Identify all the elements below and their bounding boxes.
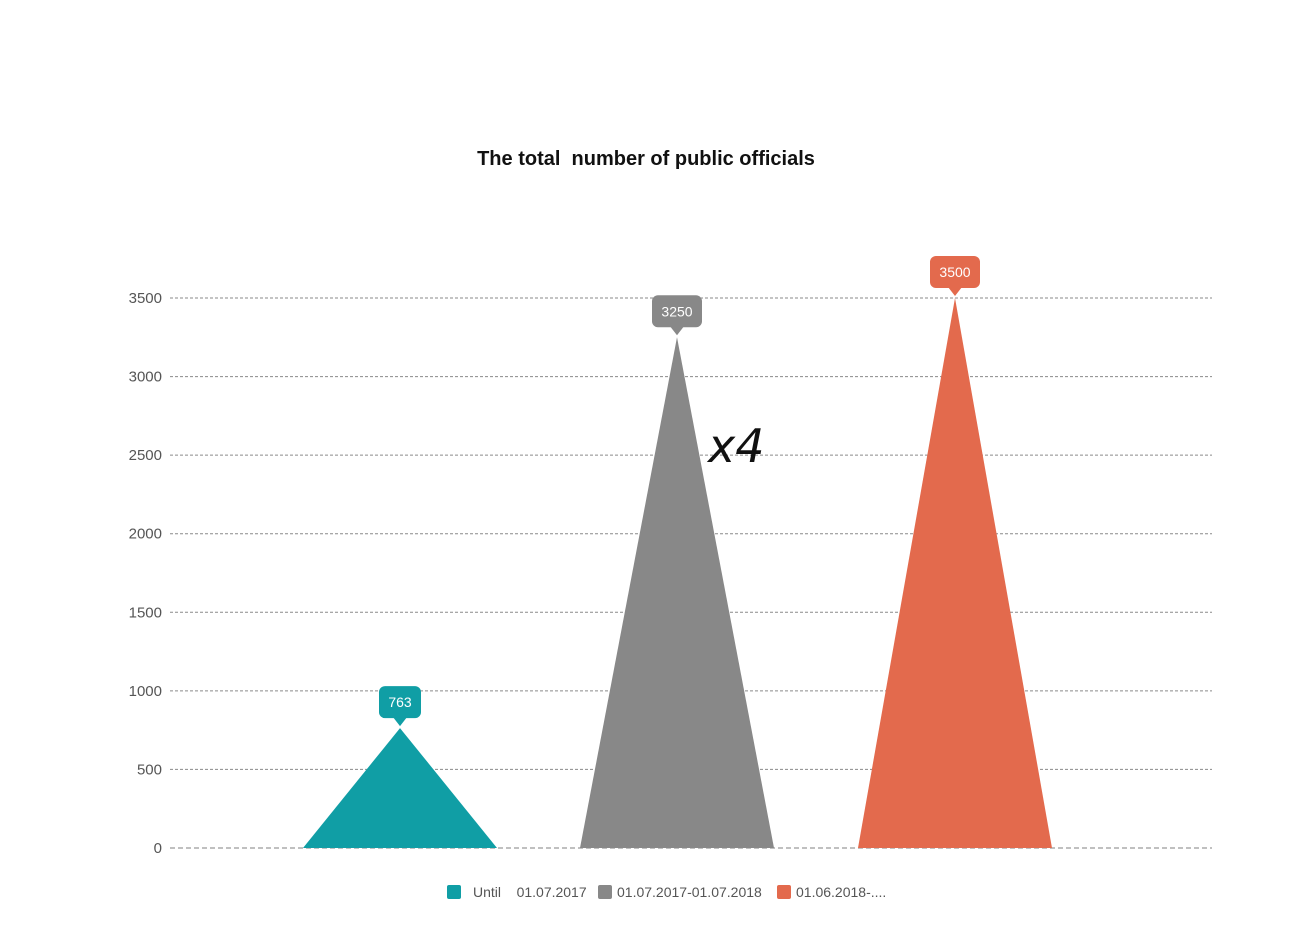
y-axis: 0 500 1000 1500 2000 2500 3000 3500 [129, 290, 162, 857]
legend: Until 01.07.2017 01.07.2017-01.07.2018 01.… [447, 884, 886, 900]
plot-area [303, 298, 1052, 848]
y-tick-label: 0 [154, 840, 162, 857]
y-tick-label: 3000 [129, 369, 162, 386]
y-tick-label: 500 [137, 761, 162, 778]
data-label-text: 3250 [661, 303, 692, 319]
y-tick-label: 1000 [129, 683, 162, 700]
data-label-bubble [379, 686, 421, 719]
legend-swatch [447, 885, 461, 899]
bar [858, 298, 1052, 848]
legend-swatch [777, 885, 791, 899]
data-label-pointer [393, 717, 407, 727]
legend-item: 01.07.2017-01.07.2018 [598, 884, 762, 900]
chart-title: The total number of public officials [477, 148, 815, 170]
data-label: 3250 [652, 295, 702, 336]
bar [580, 337, 774, 848]
data-label-pointer [948, 287, 962, 296]
y-tick-label: 1500 [129, 604, 162, 621]
data-label-text: 763 [388, 694, 412, 710]
legend-item: 01.06.2018-.... [777, 884, 886, 900]
data-label-text: 3500 [939, 264, 970, 280]
data-labels: 763 3250 3500 [379, 256, 980, 727]
y-tick-label: 3500 [129, 290, 162, 307]
legend-label: 01.07.2017-01.07.2018 [617, 884, 762, 900]
legend-label: Until 01.07.2017 [473, 884, 587, 900]
data-label-bubble [652, 295, 702, 328]
legend-label: 01.06.2018-.... [796, 884, 886, 900]
bar [303, 728, 497, 848]
data-label-pointer [670, 326, 684, 336]
legend-item: Until 01.07.2017 [447, 884, 587, 900]
y-tick-label: 2500 [129, 447, 162, 464]
y-tick-label: 2000 [129, 526, 162, 543]
multiplier-annotation: x4 [706, 419, 765, 473]
data-label: 3500 [930, 256, 980, 296]
legend-swatch [598, 885, 612, 899]
data-label: 763 [379, 686, 421, 727]
data-label-bubble [930, 256, 980, 288]
